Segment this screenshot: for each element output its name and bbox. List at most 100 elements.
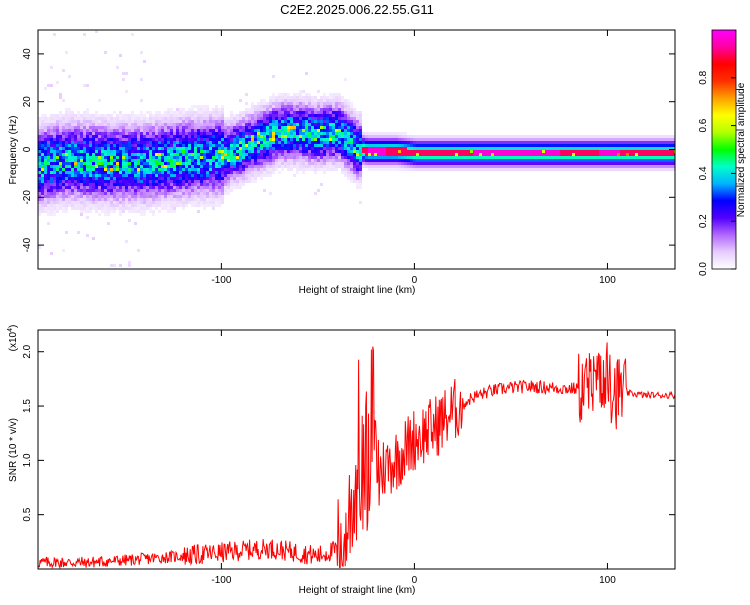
heatmap-cell bbox=[158, 111, 161, 114]
heatmap-cell bbox=[368, 144, 371, 147]
heatmap-cell bbox=[542, 141, 545, 144]
heatmap-cell bbox=[611, 162, 614, 165]
heatmap-cell bbox=[251, 138, 254, 141]
heatmap-cell bbox=[545, 153, 548, 156]
heatmap-cell bbox=[50, 117, 53, 120]
heatmap-cell bbox=[59, 120, 62, 123]
heatmap-cell bbox=[545, 147, 548, 150]
heatmap-cell bbox=[599, 144, 602, 147]
heatmap-cell bbox=[224, 186, 227, 189]
heatmap-cell bbox=[476, 141, 479, 144]
heatmap-cell bbox=[308, 144, 311, 147]
heatmap-cell bbox=[113, 147, 116, 150]
heatmap-cell bbox=[272, 132, 275, 135]
heatmap-cell bbox=[305, 132, 308, 135]
heatmap-cell bbox=[311, 126, 314, 129]
heatmap-cell bbox=[473, 168, 476, 171]
heatmap-cell bbox=[260, 156, 263, 159]
heatmap-cell bbox=[332, 96, 335, 99]
heatmap-cell bbox=[293, 159, 296, 162]
heatmap-cell bbox=[506, 156, 509, 159]
heatmap-cell bbox=[590, 135, 593, 138]
heatmap-cell bbox=[98, 195, 101, 198]
heatmap-cell bbox=[281, 129, 284, 132]
heatmap-cell bbox=[149, 150, 152, 153]
heatmap-cell bbox=[167, 198, 170, 201]
heatmap-cell bbox=[314, 165, 317, 168]
heatmap-cell bbox=[92, 120, 95, 123]
heatmap-cell bbox=[506, 135, 509, 138]
heatmap-cell bbox=[203, 141, 206, 144]
heatmap-cell bbox=[425, 150, 428, 153]
heatmap-cell bbox=[65, 195, 68, 198]
heatmap-cell bbox=[152, 132, 155, 135]
heatmap-cell bbox=[272, 156, 275, 159]
heatmap-cell bbox=[182, 180, 185, 183]
heatmap-cell bbox=[233, 114, 236, 117]
heatmap-cell bbox=[494, 156, 497, 159]
heatmap-cell bbox=[407, 168, 410, 171]
heatmap-cell bbox=[119, 195, 122, 198]
heatmap-cell bbox=[197, 138, 200, 141]
heatmap-cell bbox=[113, 123, 116, 126]
heatmap-cell bbox=[584, 138, 587, 141]
heatmap-cell bbox=[278, 132, 281, 135]
heatmap-cell bbox=[125, 204, 128, 207]
heatmap-cell bbox=[332, 123, 335, 126]
heatmap-cell bbox=[332, 114, 335, 117]
heatmap-cell bbox=[89, 165, 92, 168]
heatmap-cell bbox=[323, 117, 326, 120]
heatmap-cell bbox=[278, 111, 281, 114]
heatmap-cell bbox=[146, 123, 149, 126]
heatmap-cell bbox=[89, 138, 92, 141]
heatmap-cell bbox=[524, 153, 527, 156]
heatmap-cell bbox=[62, 138, 65, 141]
heatmap-cell bbox=[74, 168, 77, 171]
heatmap-cell bbox=[428, 141, 431, 144]
heatmap-cell bbox=[572, 144, 575, 147]
heatmap-cell bbox=[161, 126, 164, 129]
heatmap-cell bbox=[239, 177, 242, 180]
heatmap-cell bbox=[233, 126, 236, 129]
heatmap-cell bbox=[179, 177, 182, 180]
heatmap-cell bbox=[179, 129, 182, 132]
heatmap-cell bbox=[263, 135, 266, 138]
heatmap-cell bbox=[95, 114, 98, 117]
heatmap-cell bbox=[326, 99, 329, 102]
colorbar-scale bbox=[711, 29, 737, 270]
heatmap-cell bbox=[326, 132, 329, 135]
heatmap-cell bbox=[617, 162, 620, 165]
heatmap-cell bbox=[287, 141, 290, 144]
heatmap-cell bbox=[119, 183, 122, 186]
heatmap-cell bbox=[185, 183, 188, 186]
heatmap-cell bbox=[221, 105, 224, 108]
heatmap-cell bbox=[320, 144, 323, 147]
heatmap-cell bbox=[140, 186, 143, 189]
heatmap-cell bbox=[38, 246, 41, 249]
heatmap-cell bbox=[569, 159, 572, 162]
heatmap-cell bbox=[200, 195, 203, 198]
heatmap-cell bbox=[611, 150, 614, 153]
heatmap-cell bbox=[359, 135, 362, 138]
heatmap-cell bbox=[653, 150, 656, 153]
heatmap-cell bbox=[356, 180, 359, 183]
heatmap-cell bbox=[95, 171, 98, 174]
heatmap-cell bbox=[173, 138, 176, 141]
heatmap-cell bbox=[356, 111, 359, 114]
heatmap-cell bbox=[626, 162, 629, 165]
heatmap-cell bbox=[176, 156, 179, 159]
heatmap-cell bbox=[113, 162, 116, 165]
heatmap-cell bbox=[272, 102, 275, 105]
heatmap-cell bbox=[215, 114, 218, 117]
heatmap-cell bbox=[326, 147, 329, 150]
heatmap-cell bbox=[548, 156, 551, 159]
heatmap-cell bbox=[128, 120, 131, 123]
heatmap-cell bbox=[548, 147, 551, 150]
heatmap-cell bbox=[503, 165, 506, 168]
heatmap-cell bbox=[56, 138, 59, 141]
heatmap-cell bbox=[197, 144, 200, 147]
heatmap-cell bbox=[134, 189, 137, 192]
heatmap-cell bbox=[251, 114, 254, 117]
heatmap-cell bbox=[101, 162, 104, 165]
